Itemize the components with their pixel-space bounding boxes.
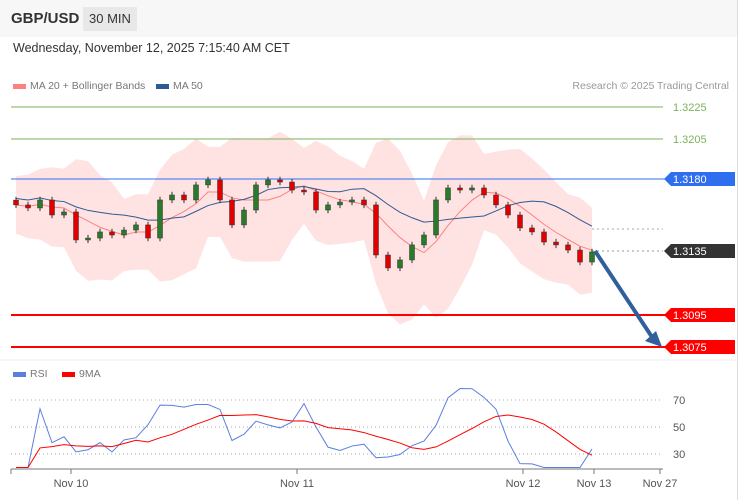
- candle: [145, 224, 151, 239]
- candle: [361, 199, 367, 206]
- candle: [433, 199, 439, 236]
- price-tag-1.3135: [664, 244, 735, 258]
- x-tick-Nov 10: Nov 10: [54, 478, 89, 490]
- candle: [289, 181, 295, 191]
- candle: [229, 199, 235, 226]
- candle: [565, 244, 571, 251]
- candle: [157, 199, 163, 239]
- legend-ma50: MA 50: [156, 80, 203, 92]
- price-label-1.3095: 1.3095: [673, 310, 707, 322]
- ma50-line: [15, 185, 593, 227]
- rsi-ma-line: [16, 414, 593, 468]
- candle: [493, 194, 499, 206]
- symbol-title: GBP/USD: [11, 10, 80, 27]
- candle: [325, 204, 331, 211]
- legend-rsi-ma-label: 9MA: [79, 368, 101, 380]
- bollinger-band: [16, 131, 592, 325]
- candle: [469, 187, 475, 191]
- candle: [121, 229, 127, 236]
- x-tick-Nov 12: Nov 12: [506, 478, 541, 490]
- candle: [97, 231, 103, 239]
- legend-ma20: MA 20 + Bollinger Bands: [13, 80, 145, 92]
- legend-ma20-label: MA 20 + Bollinger Bands: [30, 80, 146, 92]
- price-tag-1.3075: [664, 340, 735, 354]
- candle: [205, 179, 211, 186]
- price-label-1.3205: 1.3205: [673, 134, 707, 146]
- legend-ma50-label: MA 50: [173, 80, 203, 92]
- candle: [421, 234, 427, 246]
- candle: [253, 184, 259, 211]
- price-label-1.3225: 1.3225: [673, 102, 707, 114]
- candle: [349, 199, 355, 203]
- candle: [481, 187, 487, 196]
- candle: [73, 211, 79, 241]
- x-tick-Nov 27: Nov 27: [643, 478, 678, 490]
- candle: [61, 211, 67, 216]
- candle: [109, 231, 115, 236]
- price-label-1.3135: 1.3135: [673, 246, 707, 258]
- candle: [553, 241, 559, 246]
- candle: [85, 237, 91, 241]
- rsi-line: [16, 388, 593, 468]
- timeframe-badge[interactable]: 30 MIN: [83, 7, 137, 31]
- candle: [241, 209, 247, 226]
- candle: [457, 187, 463, 191]
- candle: [505, 204, 511, 216]
- candle: [277, 179, 283, 183]
- credit: Research © 2025 Trading Central: [572, 80, 729, 92]
- candle: [517, 214, 523, 229]
- datetime: Wednesday, November 12, 2025 7:15:40 AM …: [13, 41, 290, 55]
- x-tick-Nov 13: Nov 13: [577, 478, 612, 490]
- candle: [589, 251, 595, 263]
- candle: [13, 199, 19, 206]
- candle: [133, 224, 139, 231]
- candle: [217, 179, 223, 201]
- candle: [265, 179, 271, 186]
- rsi-tick-50: 50: [673, 422, 685, 434]
- candle: [313, 191, 319, 211]
- price-tag-1.3095: [664, 308, 735, 322]
- candle: [409, 244, 415, 261]
- candle: [25, 204, 31, 209]
- price-label-1.3075: 1.3075: [673, 342, 707, 354]
- candle: [529, 227, 535, 233]
- candle: [541, 231, 547, 243]
- legend-rsi-ma: 9MA: [62, 368, 101, 380]
- candle: [577, 249, 583, 263]
- forecast-arrow: [593, 249, 654, 339]
- candle: [37, 199, 43, 209]
- candle: [169, 194, 175, 201]
- candle: [337, 201, 343, 206]
- rsi-tick-70: 70: [673, 395, 685, 407]
- candle: [301, 189, 307, 193]
- x-tick-Nov 11: Nov 11: [280, 478, 314, 490]
- candle: [445, 187, 451, 201]
- legend-rsi-label: RSI: [30, 368, 48, 380]
- candle: [385, 254, 391, 269]
- price-tag-1.3180: [664, 172, 735, 186]
- candle: [373, 204, 379, 256]
- candle: [193, 184, 199, 201]
- candle: [397, 259, 403, 269]
- legend-rsi: RSI: [13, 368, 48, 380]
- candle: [181, 194, 187, 201]
- forecast-arrowhead: [645, 331, 662, 347]
- price-label-1.3180: 1.3180: [673, 174, 707, 186]
- rsi-tick-30: 30: [673, 449, 685, 461]
- candle: [49, 199, 55, 216]
